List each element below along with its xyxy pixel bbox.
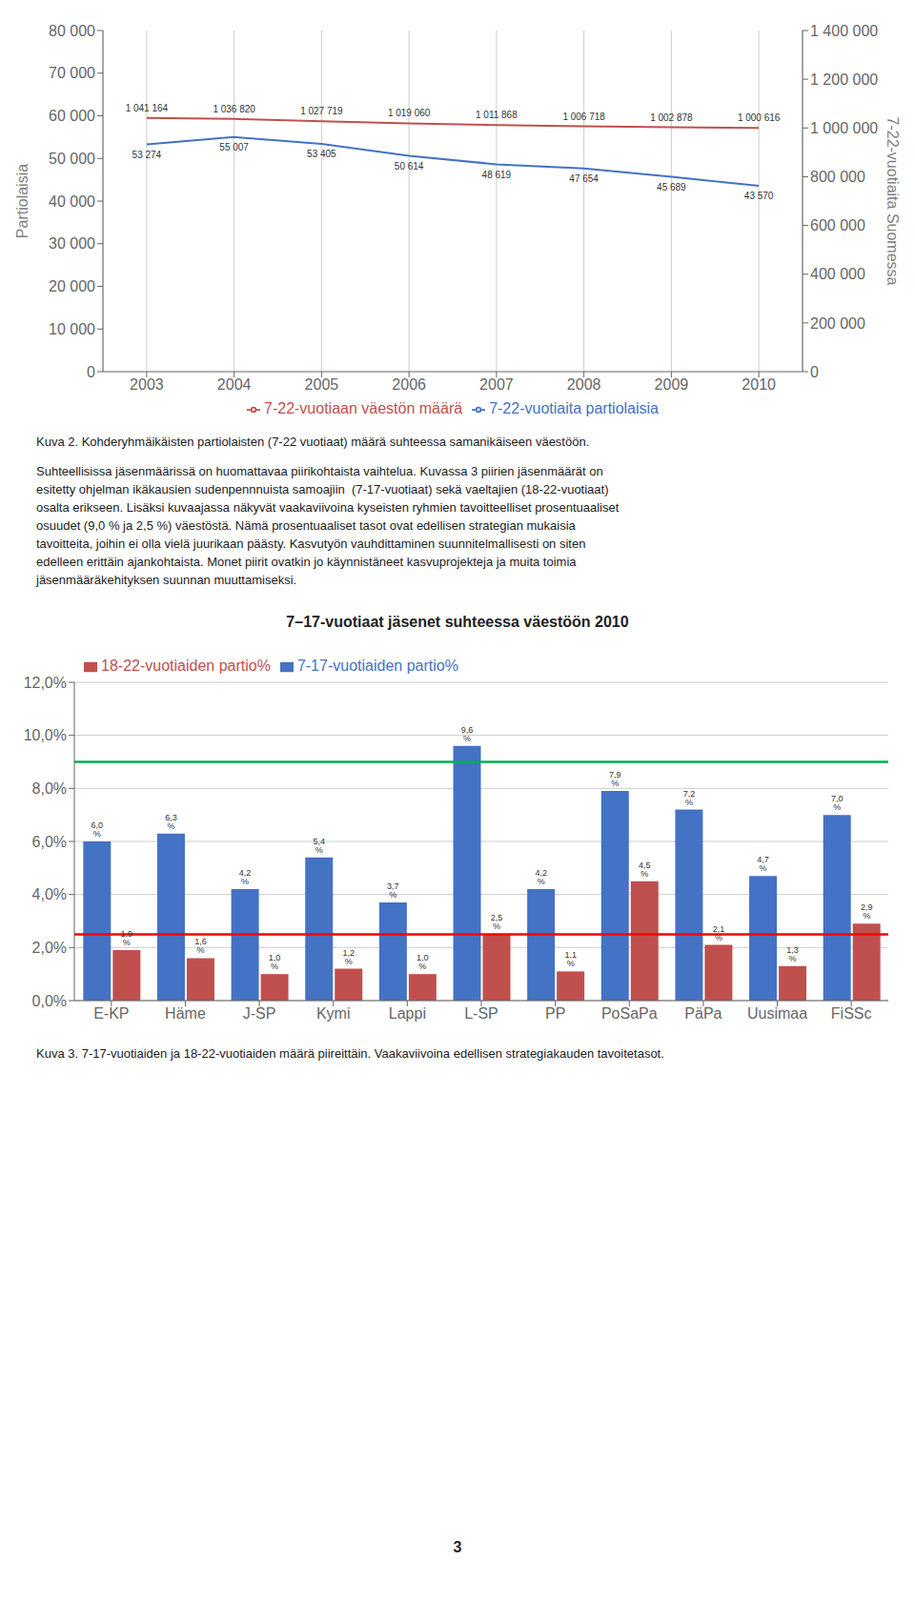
- svg-text:6,0%: 6,0%: [91, 820, 104, 839]
- svg-text:0: 0: [810, 364, 819, 381]
- svg-text:1 002 878: 1 002 878: [650, 112, 693, 123]
- svg-text:6,0%: 6,0%: [32, 833, 67, 851]
- svg-text:4,0%: 4,0%: [32, 886, 67, 903]
- svg-text:3,7%: 3,7%: [386, 881, 400, 900]
- svg-text:53 274: 53 274: [132, 149, 163, 161]
- svg-text:L-SP: L-SP: [464, 1005, 499, 1022]
- svg-text:2003: 2003: [129, 376, 164, 393]
- svg-text:55 007: 55 007: [219, 142, 249, 153]
- svg-text:43 570: 43 570: [744, 190, 774, 202]
- svg-text:9,6%: 9,6%: [461, 725, 474, 744]
- html-text:7-17-vuotiaiden partio%: 7-17-vuotiaiden partio%: [297, 657, 459, 674]
- html-text:3: 3: [453, 1539, 462, 1556]
- svg-text:Lappi: Lappi: [388, 1005, 427, 1022]
- svg-text:1,9%: 1,9%: [121, 929, 134, 948]
- html-text:Kuva 3. 7-17-vuotiaiden ja 18-: Kuva 3. 7-17-vuotiaiden ja 18-22-vuotiai…: [36, 1046, 665, 1061]
- svg-text:PP: PP: [545, 1005, 566, 1022]
- svg-text:47 654: 47 654: [569, 173, 599, 184]
- svg-text:0,0%: 0,0%: [32, 993, 67, 1010]
- svg-text:400 000: 400 000: [810, 265, 866, 283]
- html-text:18-22-vuotiaiden partio%: 18-22-vuotiaiden partio%: [101, 657, 271, 674]
- svg-text:48 619: 48 619: [482, 169, 512, 181]
- html-text:esitetty ohjelman ikäkausien s: esitetty ohjelman ikäkausien sudenpennnu…: [36, 482, 609, 497]
- svg-text:50 000: 50 000: [48, 150, 96, 167]
- svg-text:1,1%: 1,1%: [564, 950, 577, 969]
- svg-text:7,0%: 7,0%: [831, 793, 844, 813]
- svg-text:1 000 000: 1 000 000: [810, 120, 878, 137]
- svg-text:0: 0: [86, 364, 96, 381]
- html-text:7-22-vuotiaan väestön määrä: 7-22-vuotiaan väestön määrä: [264, 400, 463, 417]
- svg-text:10 000: 10 000: [48, 321, 96, 338]
- svg-text:10,0%: 10,0%: [23, 727, 67, 744]
- svg-text:1 027 719: 1 027 719: [300, 105, 344, 117]
- svg-text:45 689: 45 689: [656, 182, 687, 193]
- svg-text:2,9%: 2,9%: [860, 902, 874, 921]
- svg-text:2004: 2004: [217, 376, 252, 393]
- svg-text:2,0%: 2,0%: [32, 939, 67, 956]
- svg-text:30 000: 30 000: [48, 235, 96, 252]
- svg-text:6,3%: 6,3%: [164, 813, 178, 832]
- svg-text:1 000 616: 1 000 616: [737, 112, 781, 123]
- svg-text:50 614: 50 614: [394, 161, 425, 172]
- html-text:tavoitteita, joihin ei olla vi: tavoitteita, joihin ei olla vielä juurik…: [36, 536, 586, 551]
- svg-text:1 400 000: 1 400 000: [810, 22, 878, 40]
- html-text:7-22-vuotiaita partiolaisia: 7-22-vuotiaita partiolaisia: [489, 400, 659, 417]
- svg-text:1,2%: 1,2%: [342, 948, 355, 967]
- svg-text:60 000: 60 000: [48, 107, 96, 124]
- svg-text:600 000: 600 000: [810, 217, 866, 234]
- svg-text:2,5%: 2,5%: [490, 913, 504, 932]
- html-text:osalta erikseen. Lisäksi kuvaa: osalta erikseen. Lisäksi kuvaajassa näky…: [36, 500, 619, 515]
- svg-text:4,7%: 4,7%: [756, 854, 770, 874]
- svg-text:1 019 060: 1 019 060: [387, 107, 431, 119]
- svg-text:80 000: 80 000: [48, 22, 96, 40]
- html-text:jäsenmääräkehityksen suunnan m: jäsenmääräkehityksen suunnan muuttamisek…: [36, 572, 297, 588]
- html-text:Kuva 2. Kohderyhmäikäisten par: Kuva 2. Kohderyhmäikäisten partiolaisten…: [36, 434, 590, 449]
- svg-text:53 405: 53 405: [306, 148, 337, 160]
- svg-text:2008: 2008: [567, 376, 602, 393]
- svg-text:8,0%: 8,0%: [32, 780, 67, 797]
- svg-text:Kymi: Kymi: [316, 1005, 351, 1022]
- svg-text:PäPa: PäPa: [684, 1005, 722, 1022]
- svg-text:2,1%: 2,1%: [712, 924, 726, 943]
- svg-text:1,0%: 1,0%: [268, 953, 282, 972]
- svg-text:2005: 2005: [305, 376, 340, 393]
- svg-text:20 000: 20 000: [48, 278, 96, 295]
- svg-text:2010: 2010: [741, 376, 776, 393]
- svg-text:1 011 868: 1 011 868: [475, 109, 518, 121]
- svg-text:1,3%: 1,3%: [786, 945, 799, 964]
- svg-text:40 000: 40 000: [48, 193, 96, 210]
- svg-text:70 000: 70 000: [48, 64, 96, 82]
- svg-text:1,6%: 1,6%: [194, 936, 207, 956]
- svg-text:1 041 164: 1 041 164: [125, 102, 169, 114]
- svg-text:4,5%: 4,5%: [638, 860, 651, 879]
- svg-text:PoSaPa: PoSaPa: [601, 1005, 658, 1022]
- svg-text:2007: 2007: [479, 376, 514, 393]
- svg-text:800 000: 800 000: [810, 168, 866, 185]
- svg-text:Partiolaisia: Partiolaisia: [14, 163, 31, 239]
- svg-text:1 200 000: 1 200 000: [810, 71, 878, 88]
- svg-text:Häme: Häme: [164, 1005, 206, 1022]
- svg-text:2009: 2009: [654, 376, 690, 393]
- html-text:7–17-vuotiaat jäsenet suhteess: 7–17-vuotiaat jäsenet suhteessa väestöön…: [286, 613, 629, 631]
- svg-text:FiSSc: FiSSc: [831, 1005, 873, 1022]
- html-text:edelleen erittäin ajankohtaist: edelleen erittäin ajankohtaista. Monet p…: [36, 554, 577, 570]
- svg-text:Uusimaa: Uusimaa: [747, 1005, 808, 1022]
- svg-text:12,0%: 12,0%: [23, 674, 67, 692]
- svg-text:2006: 2006: [391, 376, 427, 393]
- svg-text:1 006 718: 1 006 718: [562, 111, 606, 122]
- svg-text:1,0%: 1,0%: [416, 953, 429, 972]
- svg-text:4,2%: 4,2%: [534, 868, 548, 887]
- html-text:Suhteellisissa jäsenmäärissä o: Suhteellisissa jäsenmäärissä on huomatta…: [36, 464, 604, 479]
- svg-text:7-22-vuotiaita Suomessa: 7-22-vuotiaita Suomessa: [884, 117, 901, 286]
- svg-text:200 000: 200 000: [810, 315, 866, 332]
- svg-text:E-KP: E-KP: [93, 1005, 129, 1022]
- svg-text:5,4%: 5,4%: [312, 836, 326, 855]
- svg-text:1 036 820: 1 036 820: [212, 103, 256, 115]
- svg-text:7,2%: 7,2%: [683, 789, 696, 808]
- html-text:osuudet (9,0 % ja 2,5 %) väest: osuudet (9,0 % ja 2,5 %) väestöstä. Nämä…: [36, 518, 576, 533]
- svg-text:7,9%: 7,9%: [609, 770, 622, 789]
- svg-text:4,2%: 4,2%: [239, 868, 252, 887]
- svg-text:J-SP: J-SP: [243, 1005, 277, 1022]
